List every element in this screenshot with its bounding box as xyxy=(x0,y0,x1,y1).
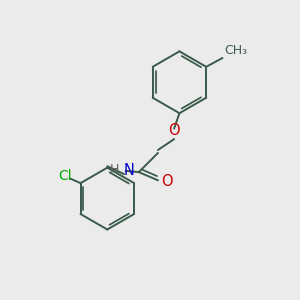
Text: H: H xyxy=(110,163,119,176)
Text: O: O xyxy=(161,174,173,189)
Text: N: N xyxy=(124,163,135,178)
Text: CH₃: CH₃ xyxy=(224,44,247,56)
Text: Cl: Cl xyxy=(58,169,72,183)
Text: O: O xyxy=(168,123,180,138)
